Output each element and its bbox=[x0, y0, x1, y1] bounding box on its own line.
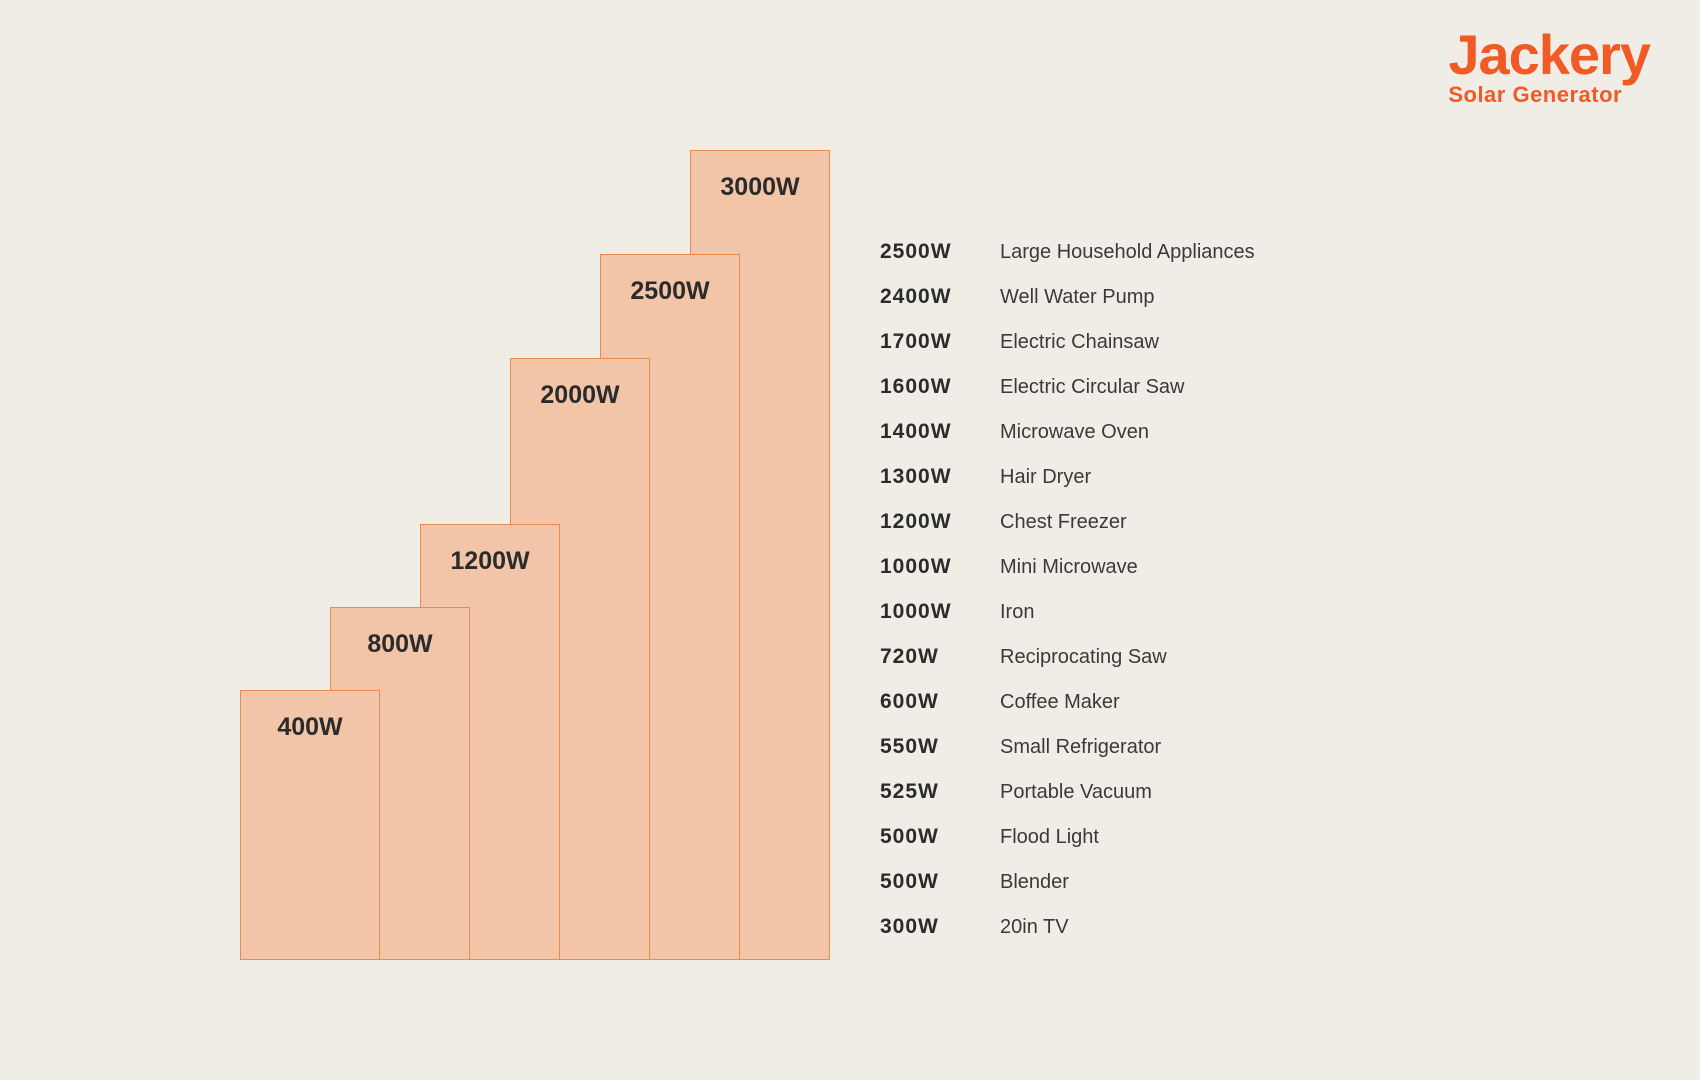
appliance-row: 300W 20in TV bbox=[880, 915, 1255, 939]
appliance-row: 2400W Well Water Pump bbox=[880, 285, 1255, 309]
chart-bar-label: 2500W bbox=[601, 277, 739, 306]
appliance-row: 600W Coffee Maker bbox=[880, 690, 1255, 714]
appliance-row: 720W Reciprocating Saw bbox=[880, 645, 1255, 669]
appliance-row: 500W Flood Light bbox=[880, 825, 1255, 849]
appliance-wattage: 2500W bbox=[880, 240, 990, 264]
appliance-row: 1600W Electric Circular Saw bbox=[880, 375, 1255, 399]
appliance-wattage: 1700W bbox=[880, 330, 990, 354]
appliance-wattage: 1300W bbox=[880, 465, 990, 489]
appliance-name: Mini Microwave bbox=[1000, 556, 1138, 579]
brand-name: Jackery bbox=[1448, 30, 1650, 80]
appliance-wattage: 1600W bbox=[880, 375, 990, 399]
appliance-wattage: 1000W bbox=[880, 555, 990, 579]
appliance-wattage: 1400W bbox=[880, 420, 990, 444]
appliance-row: 1700W Electric Chainsaw bbox=[880, 330, 1255, 354]
chart-bar-label: 3000W bbox=[691, 173, 829, 202]
appliance-name: Microwave Oven bbox=[1000, 421, 1149, 444]
chart-bar-label: 2000W bbox=[511, 381, 649, 410]
appliance-wattage: 500W bbox=[880, 870, 990, 894]
appliance-wattage: 550W bbox=[880, 735, 990, 759]
appliance-name: Small Refrigerator bbox=[1000, 736, 1161, 759]
appliance-row: 1200W Chest Freezer bbox=[880, 510, 1255, 534]
appliance-name: Large Household Appliances bbox=[1000, 241, 1255, 264]
chart-baseline bbox=[240, 959, 830, 960]
appliance-name: Portable Vacuum bbox=[1000, 781, 1152, 804]
canvas: Jackery Solar Generator 400W 800W 1200W 200… bbox=[0, 0, 1700, 1080]
appliance-wattage: 300W bbox=[880, 915, 990, 939]
appliance-name: Flood Light bbox=[1000, 826, 1099, 849]
appliance-row: 550W Small Refrigerator bbox=[880, 735, 1255, 759]
brand-logo: Jackery Solar Generator bbox=[1448, 30, 1650, 108]
appliance-row: 1400W Microwave Oven bbox=[880, 420, 1255, 444]
appliance-wattage: 600W bbox=[880, 690, 990, 714]
appliance-wattage: 2400W bbox=[880, 285, 990, 309]
chart-bar: 400W bbox=[240, 690, 380, 960]
appliance-row: 525W Portable Vacuum bbox=[880, 780, 1255, 804]
appliance-row: 1300W Hair Dryer bbox=[880, 465, 1255, 489]
appliance-name: Electric Chainsaw bbox=[1000, 331, 1159, 354]
chart-bar-label: 1200W bbox=[421, 547, 559, 576]
appliance-row: 500W Blender bbox=[880, 870, 1255, 894]
appliance-wattage: 525W bbox=[880, 780, 990, 804]
appliance-row: 2500W Large Household Appliances bbox=[880, 240, 1255, 264]
appliance-wattage: 720W bbox=[880, 645, 990, 669]
appliance-name: Hair Dryer bbox=[1000, 466, 1091, 489]
appliance-row: 1000W Iron bbox=[880, 600, 1255, 624]
appliance-name: Electric Circular Saw bbox=[1000, 376, 1184, 399]
appliance-name: Reciprocating Saw bbox=[1000, 646, 1167, 669]
brand-tagline: Solar Generator bbox=[1448, 82, 1650, 108]
appliance-name: Coffee Maker bbox=[1000, 691, 1120, 714]
appliance-name: Chest Freezer bbox=[1000, 511, 1127, 534]
wattage-bar-chart: 400W800W1200W2000W2500W3000W bbox=[240, 150, 820, 960]
appliance-wattage: 1200W bbox=[880, 510, 990, 534]
appliance-name: Blender bbox=[1000, 871, 1069, 894]
appliance-name: Iron bbox=[1000, 601, 1034, 624]
appliance-wattage-list: 2500W Large Household Appliances 2400W Well… bbox=[880, 240, 1255, 960]
appliance-wattage: 500W bbox=[880, 825, 990, 849]
chart-bar-label: 800W bbox=[331, 630, 469, 659]
appliance-wattage: 1000W bbox=[880, 600, 990, 624]
appliance-name: Well Water Pump bbox=[1000, 286, 1154, 309]
chart-bar-label: 400W bbox=[241, 713, 379, 742]
appliance-row: 1000W Mini Microwave bbox=[880, 555, 1255, 579]
appliance-name: 20in TV bbox=[1000, 916, 1069, 939]
